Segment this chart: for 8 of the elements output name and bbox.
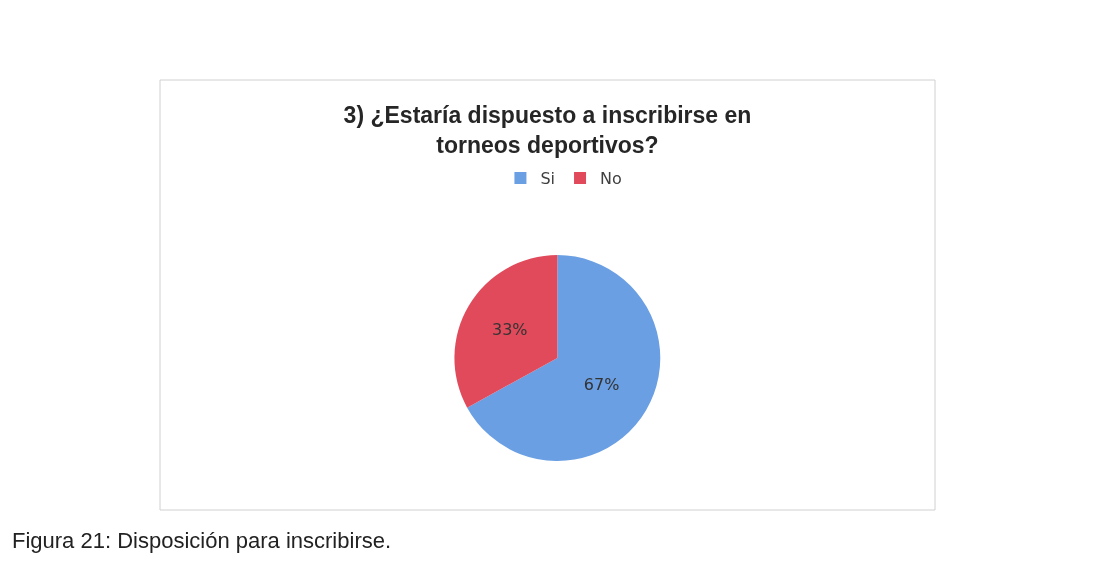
legend-label: No (600, 169, 622, 189)
pie-slice (454, 255, 558, 408)
data-label: 33% (491, 320, 528, 340)
chart-title: 3) ¿Estaría dispuesto a inscribirse en torneos deportivos? (343, 102, 752, 158)
legend-label: Si (540, 169, 556, 189)
text: Figura 21: Disposición para inscribirse. (12, 528, 392, 553)
data-label: 67% (583, 374, 620, 394)
pie-slice (467, 255, 661, 461)
